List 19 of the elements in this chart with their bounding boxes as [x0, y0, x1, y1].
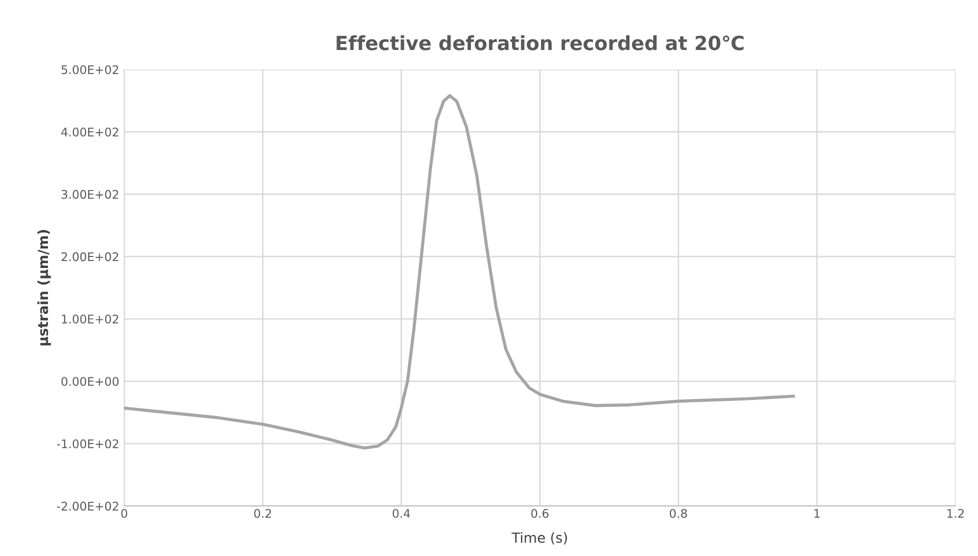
y-tick-label: 1.00E+02 [62, 314, 118, 324]
y-tick-label: 4.00E+02 [61, 128, 118, 137]
y-tick-label: 0.00E+00 [61, 376, 119, 386]
x-tick-label: 0.4 [392, 508, 410, 518]
y-tick-label: -1.00E+02 [57, 439, 118, 448]
x-tick-label: 1.2 [947, 508, 964, 518]
y-tick-label: 3.00E+02 [62, 190, 118, 199]
x-tick-label: 0.8 [670, 508, 687, 518]
line-series [124, 94, 795, 450]
x-tick-label: 1 [814, 509, 820, 518]
chart-title: Effective deforation recorded at 20℃ [336, 35, 744, 50]
y-axis-title: μstrain (μm/m) [37, 230, 51, 346]
x-axis-title: Time (s) [512, 532, 567, 545]
y-tick-label: -2.00E+02 [57, 502, 118, 511]
x-tick-label: 0.6 [531, 508, 548, 518]
x-tick-label: 0.2 [254, 508, 271, 518]
y-tick-label: 5.00E+02 [62, 65, 118, 74]
y-tick-label: 2.00E+02 [62, 252, 118, 262]
x-tick-label: 0 [121, 508, 128, 518]
